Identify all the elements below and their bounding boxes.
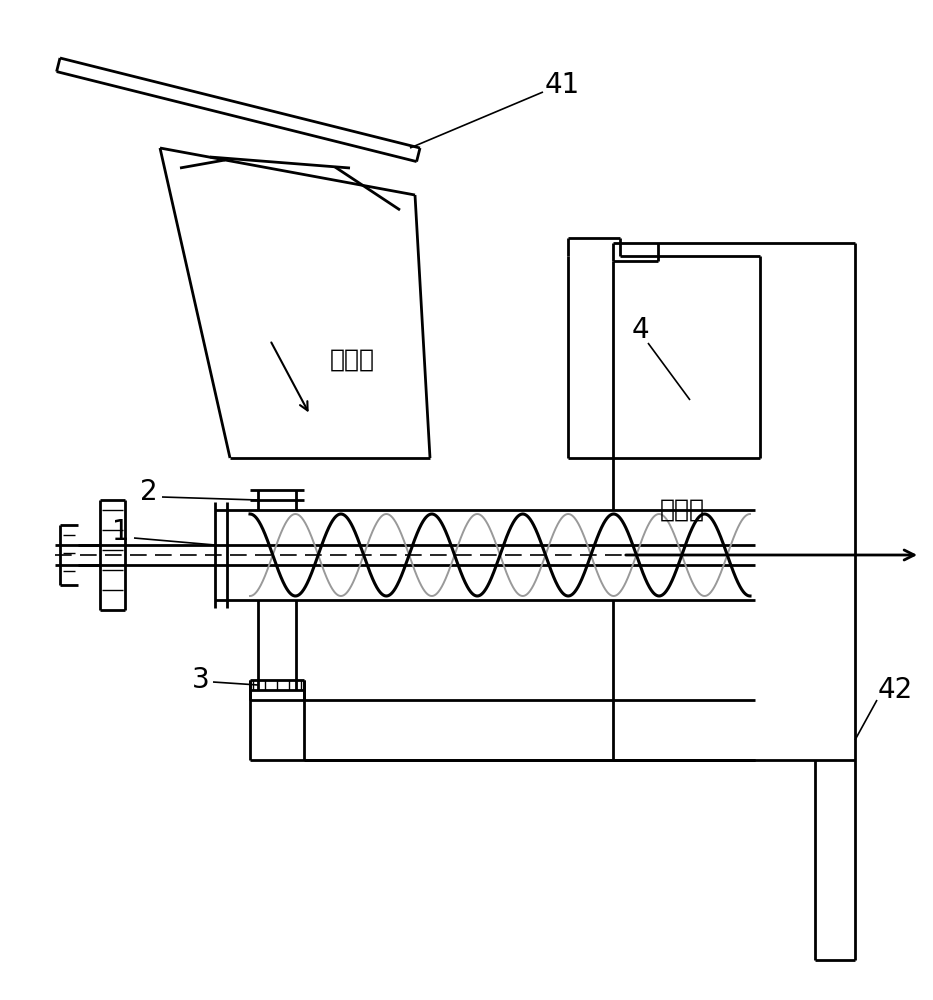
Text: 3: 3 <box>192 666 210 694</box>
Text: 42: 42 <box>878 676 913 704</box>
Text: 4: 4 <box>632 316 648 344</box>
Text: 1: 1 <box>112 518 130 546</box>
Text: 物料出: 物料出 <box>660 498 705 522</box>
Text: 2: 2 <box>140 478 158 506</box>
Text: 物料进: 物料进 <box>330 348 375 372</box>
Text: 41: 41 <box>545 71 580 99</box>
